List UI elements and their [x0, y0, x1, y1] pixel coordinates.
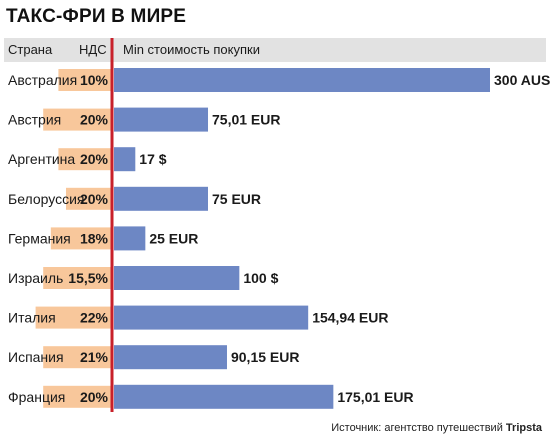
bar [114, 186, 208, 211]
country-label: Испания [8, 349, 64, 365]
vat-label: 10% [80, 72, 109, 88]
vat-label: 22% [80, 310, 109, 326]
source-note: Источник: агентство путешествий Tripsta [331, 422, 542, 434]
vat-label: 20% [80, 151, 109, 167]
chart-title: ТАКС-ФРИ В МИРЕ [6, 6, 187, 27]
header-vat: НДС [79, 42, 107, 57]
value-label: 154,94 EUR [312, 310, 388, 326]
vat-label: 15,5% [68, 270, 108, 286]
vat-label: 18% [80, 230, 109, 246]
value-label: 75 EUR [212, 191, 261, 207]
vat-label: 20% [80, 112, 109, 128]
value-label: 25 EUR [149, 230, 198, 246]
source-brand: Tripsta [505, 422, 542, 434]
bar [114, 226, 146, 251]
bar [114, 147, 136, 172]
header-min-cost: Min стоимость покупки [123, 42, 260, 57]
value-label: 17 $ [139, 151, 166, 167]
value-label: 175,01 EUR [337, 389, 413, 405]
value-label: 300 AUS [494, 72, 550, 88]
country-label: Израиль [8, 270, 63, 286]
bar [114, 266, 240, 290]
header-band [4, 38, 546, 62]
country-label: Аргентина [8, 151, 75, 167]
vat-highlight [43, 267, 113, 289]
country-label: Германия [8, 230, 71, 246]
source-prefix: Источник: агентство путешествий [331, 422, 503, 434]
vat-highlight [58, 148, 112, 171]
bar [114, 68, 490, 92]
vat-label: 21% [80, 349, 109, 365]
vat-highlight [35, 306, 112, 329]
country-label: Австрия [8, 112, 61, 128]
vat-label: 20% [80, 191, 109, 207]
country-label: Франция [8, 389, 65, 405]
vat-highlight [43, 108, 113, 131]
country-label: Италия [8, 310, 56, 326]
vat-highlight [50, 227, 112, 250]
bar [114, 345, 227, 370]
country-label: Австралия [8, 72, 77, 88]
vat-highlight [66, 187, 112, 210]
bar [114, 384, 334, 409]
vat-highlight [43, 346, 113, 369]
vat-highlight [43, 385, 113, 408]
country-label: Белоруссия [8, 191, 85, 207]
bar [114, 305, 309, 330]
vat-highlight [58, 69, 112, 91]
header-country: Страна [8, 42, 53, 57]
value-label: 100 $ [243, 270, 278, 286]
vat-label: 20% [80, 389, 109, 405]
bar [114, 107, 209, 132]
value-label: 75,01 EUR [212, 112, 280, 128]
value-label: 90,15 EUR [231, 349, 299, 365]
